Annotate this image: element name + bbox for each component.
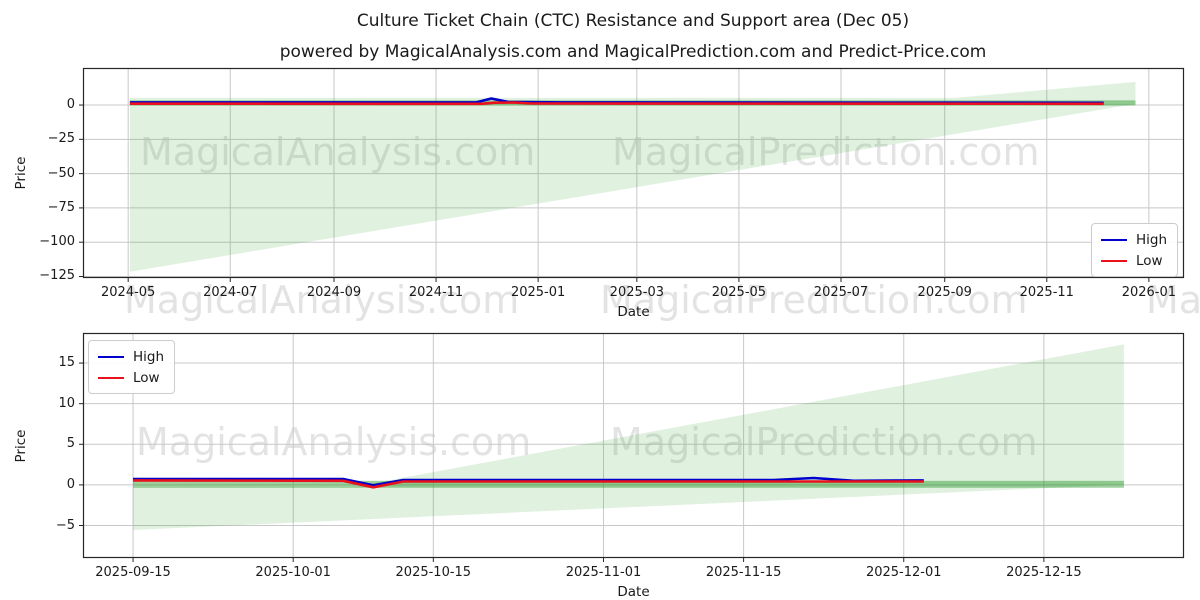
y-tick-label: 0 <box>66 97 75 113</box>
x-tick-label: 2024-11 <box>408 285 464 300</box>
figure-subtitle: powered by MagicalAnalysis.com and Magic… <box>279 42 987 62</box>
legend-entry-low: Low <box>98 367 164 388</box>
legend-line-high <box>98 355 124 358</box>
y-tick-label: −100 <box>39 234 75 250</box>
legend-line-high <box>1101 238 1127 241</box>
y-tick-label: 5 <box>66 436 75 452</box>
x-tick-label: 2025-07 <box>813 285 869 300</box>
support-area <box>129 81 1136 272</box>
x-tick-label: 2024-05 <box>101 285 156 300</box>
x-tick-label: 2025-11-01 <box>565 565 642 580</box>
x-tick-label: 2025-09-15 <box>95 565 171 580</box>
y-tick-label: −5 <box>55 517 75 533</box>
x-tick-label: 2024-07 <box>203 285 258 300</box>
legend-entry-high: High <box>1101 229 1167 250</box>
x-tick-label: 2025-05 <box>711 285 767 300</box>
legend: High Low <box>1091 223 1179 277</box>
x-tick-label: 2025-11 <box>1019 285 1074 300</box>
legend: High Low <box>88 340 176 394</box>
y-tick-label: −25 <box>47 131 75 147</box>
y-tick-label: 10 <box>58 395 75 411</box>
legend-line-low <box>1101 259 1127 262</box>
x-tick-label: 2025-12-15 <box>1006 565 1082 580</box>
x-tick-label: 2024-09 <box>306 285 362 300</box>
y-tick-label: −125 <box>39 268 75 284</box>
support-area <box>133 344 1124 530</box>
y-tick-label: 15 <box>58 355 75 371</box>
figure-title: Culture Ticket Chain (CTC) Resistance an… <box>356 11 910 31</box>
x-tick-label: 2025-10-15 <box>395 565 472 580</box>
series-line-low <box>132 479 924 489</box>
y-tick-label: 0 <box>66 476 75 492</box>
legend-entry-high: High <box>98 346 164 367</box>
chart-canvas-overview <box>79 67 1185 282</box>
y-axis-label: Price <box>13 429 29 462</box>
x-tick-label: 2025-11-15 <box>705 565 782 580</box>
x-tick-label: 2025-12-01 <box>865 565 942 580</box>
y-tick-label: −75 <box>47 199 75 215</box>
y-tick-label: −50 <box>47 165 75 181</box>
plot-border <box>82 332 1185 559</box>
x-tick-label: 2026-01 <box>1121 285 1177 300</box>
support-band <box>133 480 1124 488</box>
x-axis-label: Date <box>617 584 650 600</box>
legend-label: High <box>133 348 165 365</box>
plot-border <box>82 67 1185 279</box>
x-tick-label: 2025-01 <box>510 285 566 300</box>
chart-canvas-detail <box>79 332 1185 562</box>
legend-entry-low: Low <box>1101 250 1167 271</box>
x-tick-label: 2025-03 <box>609 285 665 300</box>
legend-line-low <box>98 376 124 379</box>
y-axis-label: Price <box>13 156 29 190</box>
series-line-low <box>129 101 1104 106</box>
x-axis-label: Date <box>617 304 650 320</box>
x-tick-label: 2025-10-01 <box>255 565 331 580</box>
legend-label: Low <box>133 369 160 386</box>
x-tick-label: 2025-09 <box>917 285 972 300</box>
legend-label: High <box>1136 231 1168 248</box>
legend-label: Low <box>1136 252 1163 269</box>
